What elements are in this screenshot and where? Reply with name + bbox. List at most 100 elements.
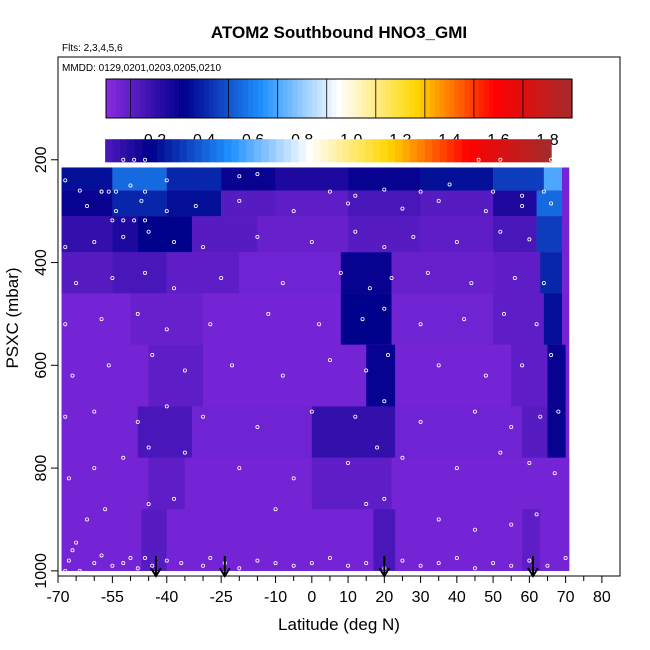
colorbar-segment xyxy=(444,79,450,118)
observation-point xyxy=(146,445,151,450)
observation-point xyxy=(472,566,477,571)
observation-point xyxy=(66,558,71,563)
colorbar-segment xyxy=(272,79,279,118)
colorbar-segment xyxy=(567,79,573,118)
observation-point xyxy=(364,502,369,507)
top-strip-segment xyxy=(246,139,255,163)
colorbar-segment xyxy=(218,79,225,118)
observation-point xyxy=(382,306,387,311)
top-strip-segment xyxy=(216,139,225,163)
heatmap-cell xyxy=(395,509,523,571)
observation-point xyxy=(92,409,97,414)
observation-point xyxy=(425,270,430,275)
colorbar-segment xyxy=(405,79,411,118)
heatmap-cell xyxy=(493,252,541,294)
heatmap-cell xyxy=(61,190,113,217)
observation-point xyxy=(143,270,148,275)
observation-point xyxy=(139,198,144,203)
heatmap-cell xyxy=(239,252,341,294)
observation-point xyxy=(418,189,423,194)
top-strip-segment xyxy=(506,139,515,163)
observation-points xyxy=(56,157,568,573)
heatmap-cell xyxy=(61,167,113,191)
observation-point xyxy=(327,358,332,363)
colorbar-segment xyxy=(159,79,166,118)
colorbar-segment xyxy=(169,79,176,118)
top-strip-segment xyxy=(328,139,337,163)
heatmap-cell xyxy=(221,190,276,217)
observation-point xyxy=(418,419,423,424)
colorbar-segment xyxy=(110,79,117,118)
plot-frame xyxy=(57,56,621,577)
observation-point xyxy=(201,414,206,419)
colorbar-segment xyxy=(410,79,416,118)
colorbar-segment xyxy=(459,79,465,118)
heatmap-cell xyxy=(493,293,544,345)
observation-point xyxy=(128,556,133,561)
chart-title: ATOM2 Southbound HNO3_GMI xyxy=(211,23,467,42)
top-strip-segment xyxy=(149,139,158,163)
heatmap-cell xyxy=(112,190,167,217)
heatmap-cell xyxy=(137,216,193,253)
heatmap-cell xyxy=(275,167,349,191)
top-strip-segment xyxy=(357,139,366,163)
observation-point xyxy=(280,373,285,378)
observation-point xyxy=(509,563,514,568)
observation-point xyxy=(462,317,467,322)
observation-point xyxy=(182,368,187,373)
observation-point xyxy=(483,373,488,378)
observation-point xyxy=(353,414,358,419)
colorbar-segment xyxy=(258,79,264,118)
heatmap-cell xyxy=(221,167,276,191)
observation-point xyxy=(338,270,343,275)
top-strip-segment xyxy=(536,139,545,163)
observation-point xyxy=(418,563,423,568)
top-strip-segment xyxy=(417,139,426,163)
observation-point xyxy=(273,561,278,566)
x-tick-label: 50 xyxy=(484,589,502,606)
observation-point xyxy=(538,414,543,419)
observation-point xyxy=(346,563,351,568)
observation-point xyxy=(385,353,390,358)
x-tick-label: 60 xyxy=(520,589,538,606)
colorbar-segment xyxy=(120,79,127,118)
x-axis: -70 -55 -40 -25 -10 0 10 20 30 40 50 60 70 80 xyxy=(46,576,611,606)
heatmap-cell xyxy=(61,457,149,510)
observation-point xyxy=(70,373,75,378)
observation-point xyxy=(436,517,441,522)
observation-point xyxy=(237,174,242,179)
observation-point xyxy=(476,157,481,162)
top-strip-segment xyxy=(313,139,322,163)
x-axis-label: Latitude (deg N) xyxy=(278,615,400,634)
x-tick-label: -70 xyxy=(46,589,69,606)
colorbar-segment xyxy=(331,79,338,118)
observation-point xyxy=(110,563,115,568)
top-strip-segment xyxy=(105,139,114,163)
heatmap-cell xyxy=(61,216,113,253)
observation-point xyxy=(114,189,119,194)
heatmap-cell xyxy=(493,190,537,217)
observation-point xyxy=(520,193,525,198)
colorbar xyxy=(105,78,573,119)
observation-point xyxy=(273,507,278,512)
colorbar-segment xyxy=(326,79,333,118)
heatmap-cell xyxy=(391,457,570,510)
colorbar-segment xyxy=(449,79,455,118)
heatmap-cell xyxy=(420,216,494,253)
top-strip-segment xyxy=(521,139,530,163)
top-strip-segment xyxy=(238,139,247,163)
colorbar-segment xyxy=(390,79,397,118)
heatmap-cell xyxy=(522,509,541,571)
top-strip-segment xyxy=(372,139,381,163)
top-strip-segment xyxy=(127,139,136,163)
heatmap-cell xyxy=(311,406,396,458)
colorbar-segment xyxy=(429,79,436,118)
colorbar-segment xyxy=(532,79,539,118)
observation-point xyxy=(309,239,314,244)
x-tick-label: -55 xyxy=(101,589,124,606)
colorbar-segment xyxy=(233,79,240,118)
heatmap-cell xyxy=(61,252,113,294)
observation-point xyxy=(534,322,539,327)
observation-point xyxy=(549,157,554,162)
top-strip-segment xyxy=(365,139,374,163)
